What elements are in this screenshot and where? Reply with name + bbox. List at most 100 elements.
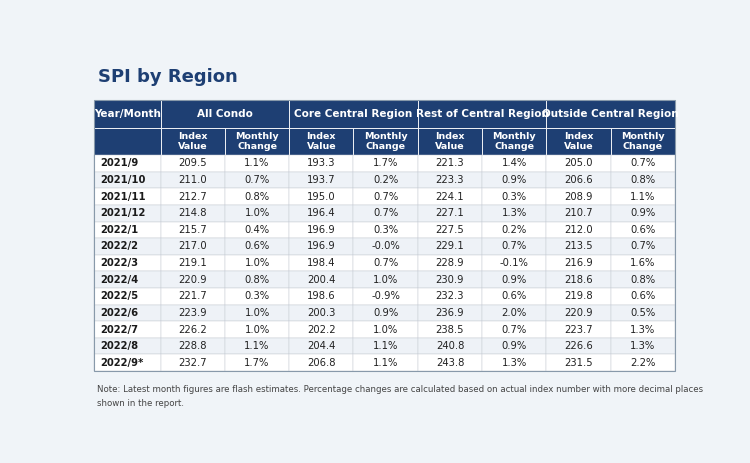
Text: Rest of Central Region: Rest of Central Region bbox=[416, 109, 548, 119]
Text: 219.1: 219.1 bbox=[178, 258, 207, 268]
Bar bbox=[547, 155, 610, 172]
Bar bbox=[610, 238, 675, 255]
Text: 1.0%: 1.0% bbox=[244, 208, 270, 218]
Bar bbox=[353, 172, 418, 188]
Text: 202.2: 202.2 bbox=[307, 325, 336, 335]
Text: 2022/7: 2022/7 bbox=[100, 325, 139, 335]
Text: 0.7%: 0.7% bbox=[630, 158, 656, 169]
Bar bbox=[290, 355, 353, 371]
Bar bbox=[94, 321, 160, 338]
Bar bbox=[290, 155, 353, 172]
Bar bbox=[353, 271, 418, 288]
Bar bbox=[94, 100, 160, 128]
Text: 0.9%: 0.9% bbox=[502, 275, 526, 285]
Text: 2021/11: 2021/11 bbox=[100, 192, 146, 201]
Bar bbox=[610, 221, 675, 238]
Text: 223.9: 223.9 bbox=[178, 308, 207, 318]
Bar bbox=[418, 238, 482, 255]
Bar bbox=[482, 271, 547, 288]
Text: 1.1%: 1.1% bbox=[244, 341, 270, 351]
Bar bbox=[225, 355, 290, 371]
Text: 2022/5: 2022/5 bbox=[100, 291, 139, 301]
Text: 0.8%: 0.8% bbox=[630, 275, 656, 285]
Bar bbox=[290, 305, 353, 321]
Text: 236.9: 236.9 bbox=[436, 308, 464, 318]
Text: 193.7: 193.7 bbox=[307, 175, 336, 185]
Bar bbox=[290, 271, 353, 288]
Text: 196.9: 196.9 bbox=[307, 225, 336, 235]
Text: 0.6%: 0.6% bbox=[244, 241, 270, 251]
Bar bbox=[547, 188, 610, 205]
Bar bbox=[547, 128, 610, 155]
Bar bbox=[94, 288, 160, 305]
Bar bbox=[482, 221, 547, 238]
Bar bbox=[290, 205, 353, 221]
Bar bbox=[610, 355, 675, 371]
Bar bbox=[225, 172, 290, 188]
Text: 0.5%: 0.5% bbox=[630, 308, 656, 318]
Bar bbox=[225, 238, 290, 255]
Text: 215.7: 215.7 bbox=[178, 225, 207, 235]
Bar bbox=[94, 338, 160, 355]
Bar bbox=[482, 205, 547, 221]
Bar bbox=[482, 338, 547, 355]
Text: 232.3: 232.3 bbox=[436, 291, 464, 301]
Text: 219.8: 219.8 bbox=[564, 291, 592, 301]
Text: Index
Value: Index Value bbox=[435, 131, 465, 151]
Bar bbox=[290, 321, 353, 338]
Text: 0.4%: 0.4% bbox=[244, 225, 269, 235]
Bar bbox=[610, 338, 675, 355]
Bar bbox=[610, 188, 675, 205]
Bar bbox=[547, 355, 610, 371]
Text: 2021/12: 2021/12 bbox=[100, 208, 146, 218]
Text: 0.8%: 0.8% bbox=[244, 192, 269, 201]
Text: 0.7%: 0.7% bbox=[373, 192, 398, 201]
Text: 0.9%: 0.9% bbox=[502, 175, 526, 185]
Text: Year/Month: Year/Month bbox=[94, 109, 160, 119]
Text: 2.0%: 2.0% bbox=[502, 308, 526, 318]
Bar bbox=[94, 205, 160, 221]
Text: 0.9%: 0.9% bbox=[373, 308, 398, 318]
Text: 0.7%: 0.7% bbox=[630, 241, 656, 251]
Text: 0.3%: 0.3% bbox=[373, 225, 398, 235]
Bar bbox=[160, 271, 225, 288]
Text: 216.9: 216.9 bbox=[564, 258, 593, 268]
Bar bbox=[353, 288, 418, 305]
Bar bbox=[547, 271, 610, 288]
Text: 1.0%: 1.0% bbox=[244, 308, 270, 318]
Text: 214.8: 214.8 bbox=[178, 208, 207, 218]
Bar bbox=[225, 205, 290, 221]
Text: 230.9: 230.9 bbox=[436, 275, 464, 285]
Text: 2022/1: 2022/1 bbox=[100, 225, 139, 235]
Text: 0.7%: 0.7% bbox=[502, 325, 526, 335]
Bar bbox=[225, 288, 290, 305]
Bar bbox=[482, 355, 547, 371]
Text: 1.0%: 1.0% bbox=[373, 325, 398, 335]
Bar bbox=[290, 100, 418, 128]
Text: Monthly
Change: Monthly Change bbox=[364, 131, 407, 151]
Bar bbox=[94, 128, 160, 155]
Bar bbox=[610, 288, 675, 305]
Text: 1.1%: 1.1% bbox=[373, 358, 398, 368]
Bar bbox=[94, 255, 160, 271]
Bar bbox=[290, 255, 353, 271]
Bar bbox=[610, 255, 675, 271]
Text: 0.2%: 0.2% bbox=[373, 175, 398, 185]
Bar bbox=[94, 100, 675, 371]
Text: Monthly
Change: Monthly Change bbox=[621, 131, 664, 151]
Bar bbox=[418, 188, 482, 205]
Bar bbox=[418, 305, 482, 321]
Text: 0.6%: 0.6% bbox=[630, 225, 656, 235]
Text: 226.2: 226.2 bbox=[178, 325, 207, 335]
Text: 243.8: 243.8 bbox=[436, 358, 464, 368]
Text: 1.0%: 1.0% bbox=[244, 325, 270, 335]
Text: 196.9: 196.9 bbox=[307, 241, 336, 251]
Bar bbox=[225, 305, 290, 321]
Text: 231.5: 231.5 bbox=[564, 358, 592, 368]
Bar bbox=[225, 128, 290, 155]
Bar bbox=[225, 321, 290, 338]
Text: 206.8: 206.8 bbox=[307, 358, 335, 368]
Bar bbox=[290, 172, 353, 188]
Bar bbox=[547, 321, 610, 338]
Bar bbox=[94, 305, 160, 321]
